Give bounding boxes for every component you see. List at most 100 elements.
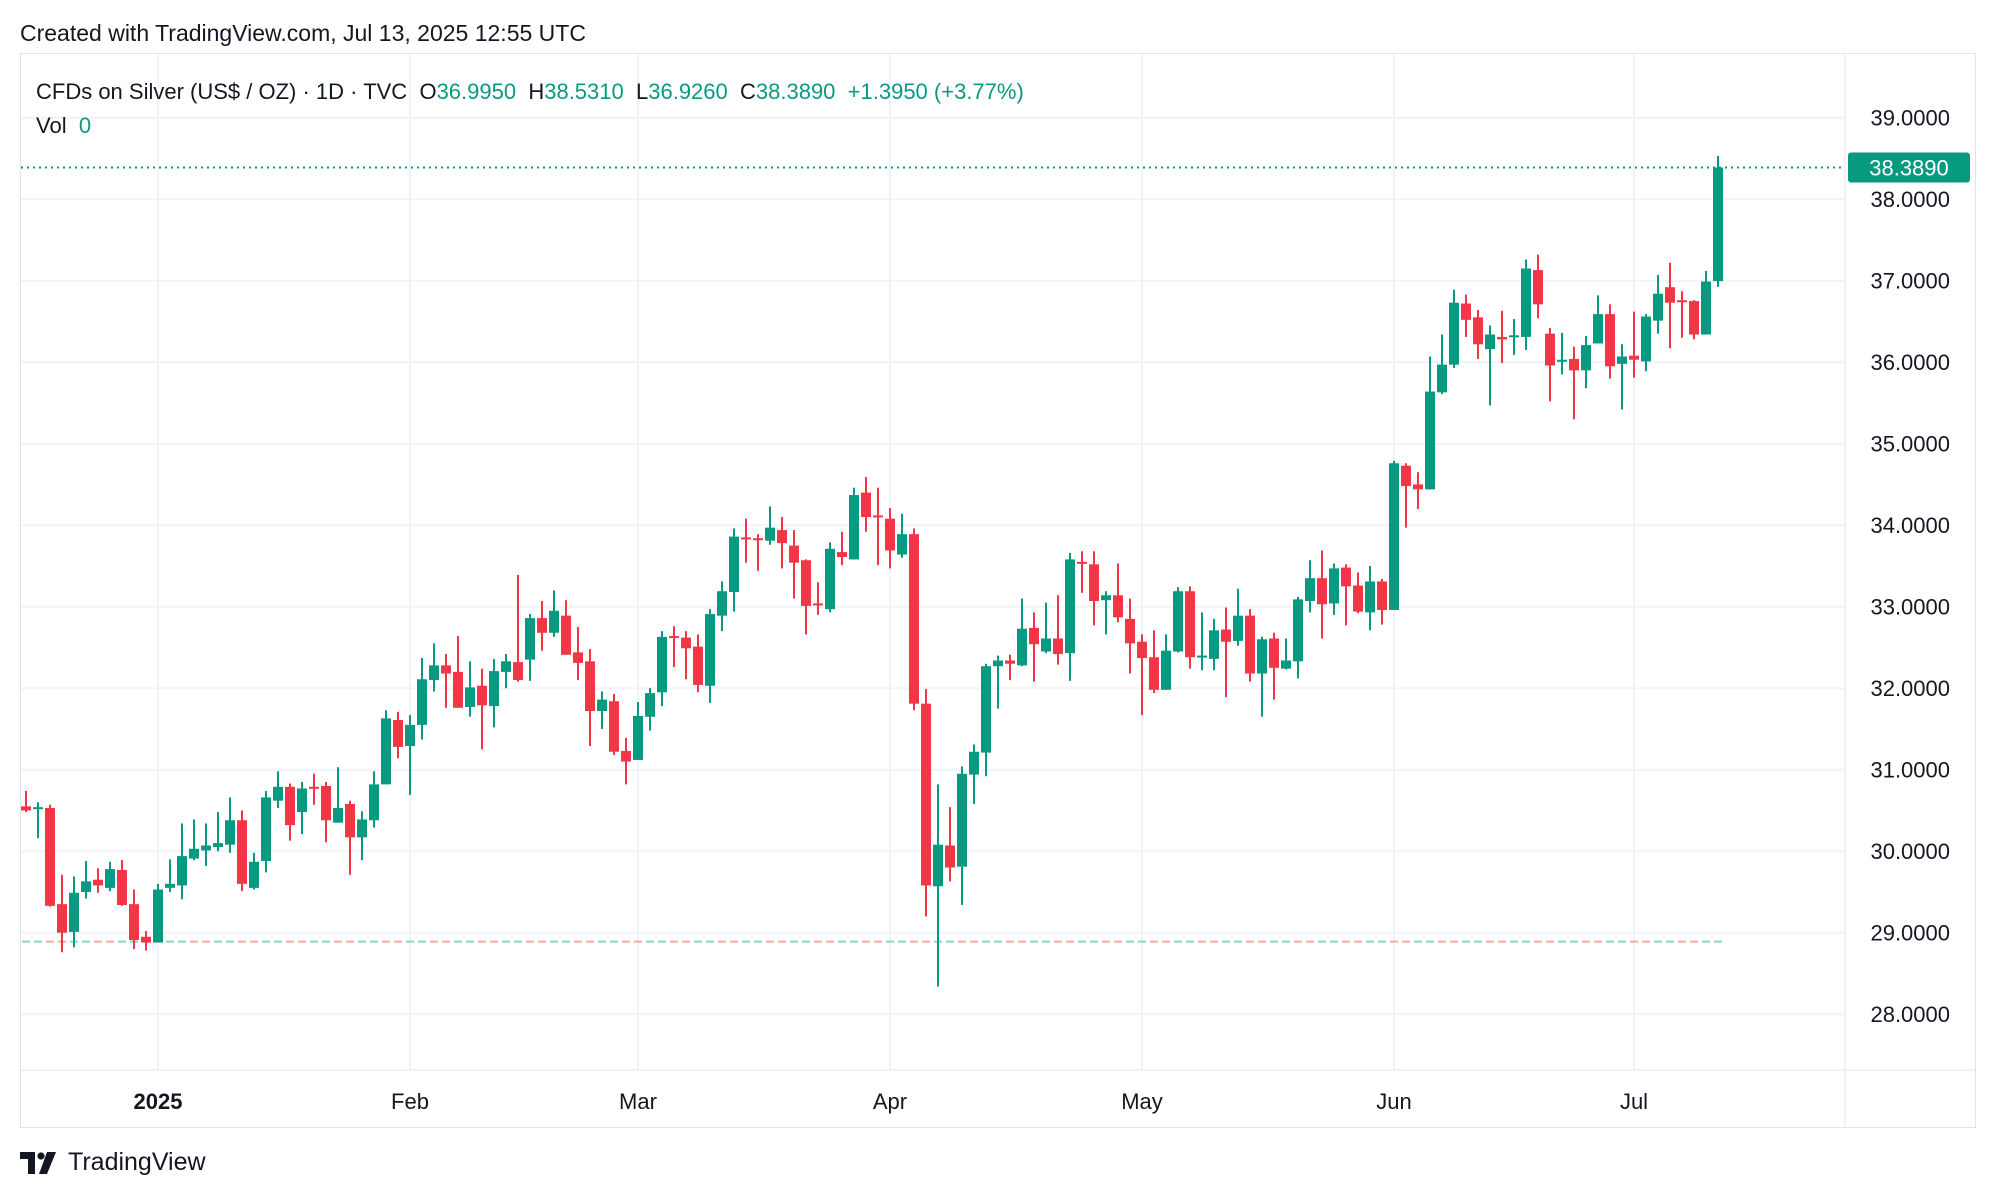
candle [81, 860, 91, 899]
candle-wick [1441, 334, 1443, 394]
candle [849, 487, 859, 560]
candle [333, 767, 343, 823]
candle-body [141, 936, 151, 943]
candle [213, 812, 223, 852]
candle-wick [1489, 325, 1491, 406]
candle-body [657, 636, 667, 693]
candle [1605, 304, 1615, 379]
candle [381, 710, 391, 785]
candle [1473, 310, 1483, 359]
candle-body [1137, 641, 1147, 659]
last-price-badge-label: 38.3890 [1869, 155, 1949, 180]
candle [777, 517, 787, 569]
candle [69, 876, 79, 948]
symbol-title[interactable]: CFDs on Silver (US$ / OZ) · 1D · TVC [36, 79, 408, 104]
candle [1017, 598, 1027, 667]
candle-body [933, 844, 943, 887]
change-value: +1.3950 (+3.77%) [847, 79, 1024, 104]
candle [1533, 254, 1543, 319]
candle-body [1293, 599, 1303, 662]
candle [165, 859, 175, 892]
candle [1353, 572, 1363, 614]
y-tick-label: 33.0000 [1870, 595, 1950, 620]
candle [1617, 344, 1627, 410]
candle-wick [1117, 563, 1119, 623]
candle-body [789, 545, 799, 563]
candle [645, 688, 655, 731]
candle [561, 600, 571, 655]
candle [1521, 259, 1531, 350]
candle-body [237, 820, 247, 884]
legend: CFDs on Silver (US$ / OZ) · 1D · TVC O36… [36, 75, 1024, 143]
x-tick-label: May [1121, 1089, 1163, 1114]
candle [1281, 638, 1291, 670]
candle [321, 781, 331, 843]
candle-wick [1345, 564, 1347, 626]
candle-wick [349, 800, 351, 875]
candle [117, 860, 127, 906]
candle [1629, 311, 1639, 378]
candle [1209, 618, 1219, 671]
y-tick-label: 34.0000 [1870, 513, 1950, 538]
candle-wick [817, 582, 819, 615]
candle-body [1665, 287, 1675, 303]
candle-wick [1033, 612, 1035, 682]
candle-body [873, 515, 883, 518]
candle-body [1053, 638, 1063, 654]
candle [1569, 346, 1579, 420]
candle [45, 804, 55, 907]
candle-body [1077, 561, 1087, 564]
candle-body [1389, 463, 1399, 610]
x-tick-label: Jun [1376, 1089, 1411, 1114]
candle [1713, 155, 1723, 287]
candle [225, 797, 235, 853]
brand-name: TradingView [68, 1148, 206, 1176]
candle [465, 661, 475, 717]
candle [1329, 563, 1339, 615]
reference-lines [21, 166, 1845, 943]
tradingview-brand[interactable]: TradingView [20, 1148, 206, 1177]
candle-wick [1201, 612, 1203, 671]
candle-body [1269, 638, 1279, 668]
candle [393, 711, 403, 759]
candle-body [825, 548, 835, 610]
candle [1641, 314, 1651, 372]
candle-wick [1057, 595, 1059, 665]
candle-body [1497, 336, 1507, 340]
candle-wick [1573, 346, 1575, 420]
candle-body [633, 715, 643, 760]
candle [1065, 552, 1075, 681]
candle-body [117, 869, 127, 905]
candle [1557, 332, 1567, 375]
candle-body [681, 637, 691, 649]
candle [669, 626, 679, 668]
candle-body [1365, 581, 1375, 613]
candle-body [453, 671, 463, 708]
candle-body [1161, 650, 1171, 690]
candle [681, 631, 691, 680]
candle [1173, 587, 1183, 653]
candle-body [1701, 281, 1711, 335]
candle-body [393, 719, 403, 747]
candle-body [801, 560, 811, 606]
candle [1185, 586, 1195, 669]
candle [549, 590, 559, 637]
candle-body [1233, 615, 1243, 641]
candle [93, 868, 103, 893]
candle-body [537, 618, 547, 633]
candle [537, 600, 547, 651]
candle-body [1221, 629, 1231, 642]
candle-body [1209, 630, 1219, 659]
candle-body [585, 661, 595, 712]
candle-body [1437, 364, 1447, 393]
candles [21, 155, 1723, 987]
candle-wick [1561, 332, 1563, 375]
candle [1437, 334, 1447, 394]
candle-body [177, 856, 187, 886]
candle-body [105, 869, 115, 888]
candle-body [333, 808, 343, 823]
candle-body [1089, 564, 1099, 601]
candle [1677, 291, 1687, 338]
candle-body [381, 718, 391, 785]
